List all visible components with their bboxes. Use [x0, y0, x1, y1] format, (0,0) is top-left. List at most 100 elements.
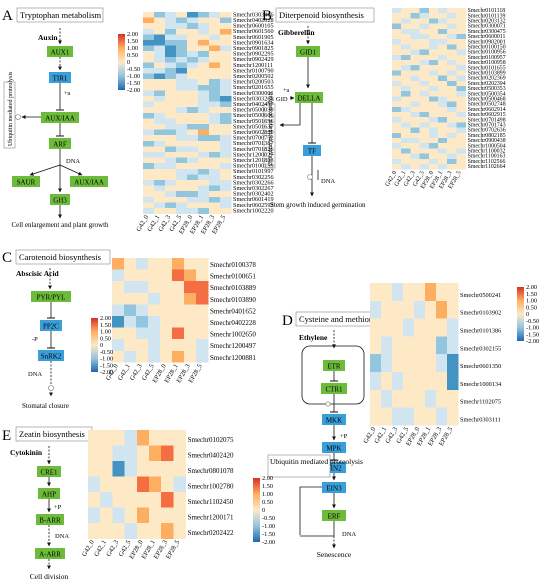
- heatmap-cell: [154, 40, 166, 46]
- heatmap-cell: [124, 281, 137, 294]
- heatmap-cell: [160, 269, 173, 282]
- heatmap-cell: [198, 101, 210, 108]
- heatmap-cell: [173, 492, 186, 508]
- colorbar-c: 2.001.501.000.500-0.50-1.00-1.50-2.00: [91, 315, 113, 376]
- heatmap-cell: [209, 174, 221, 181]
- gene-id-label: Smechr1002780: [188, 483, 234, 491]
- gene-box-arf: [49, 138, 71, 149]
- heatmap-cell: [370, 372, 382, 391]
- heatmap-cell: [220, 68, 232, 74]
- heatmap-cell: [154, 56, 166, 63]
- heatmap-cell: [209, 73, 221, 80]
- heatmap-cell: [401, 13, 411, 19]
- heatmap-cell: [401, 39, 411, 45]
- gene-label-pp2c: PP2C: [43, 323, 59, 331]
- heatmap-cell: [438, 158, 448, 165]
- heatmap-cell: [187, 191, 199, 198]
- heatmap-cell: [220, 140, 232, 147]
- panel-c-hormone: Abscisic Acid: [16, 269, 60, 278]
- heatmap-cell: [209, 34, 221, 41]
- heatmap-cell: [220, 185, 232, 192]
- heatmap-cell: [425, 354, 437, 373]
- heatmap-cell: [209, 40, 221, 46]
- heatmap-cell: [410, 106, 420, 113]
- heatmap-cell: [220, 112, 232, 119]
- heatmap-a: Smechr0303466Smechr0402028Smechr0600105S…: [135, 11, 273, 235]
- heatmap-cell: [447, 132, 457, 139]
- heatmap-cell: [165, 56, 177, 63]
- heatmap-cell: [176, 168, 188, 175]
- heatmap-cell: [428, 70, 439, 76]
- heatmap-cell: [154, 135, 166, 142]
- heatmap-cell: [148, 350, 161, 363]
- heatmap-cell: [428, 112, 439, 118]
- heatmap-cell: [176, 191, 188, 198]
- gene-label-a-arr: A-ARR: [39, 551, 61, 559]
- colorbar-tick-label: 0: [127, 59, 130, 66]
- heatmap-cell: [143, 180, 155, 186]
- heatmap-cell: [428, 28, 439, 35]
- heatmap-cell: [209, 79, 221, 86]
- gene-id-label: Smechr0602592: [233, 202, 274, 209]
- heatmap-cell: [401, 86, 411, 92]
- gene-id-label: Smechr0302267: [233, 185, 274, 192]
- heatmap-cell: [428, 117, 439, 123]
- heatmap-cell: [447, 54, 457, 61]
- heatmap-cell: [447, 80, 457, 87]
- gene-id-label: Smechr0600011: [468, 34, 506, 40]
- heatmap-b: Smechr0101118Smechr0101139Smechr0203132S…: [384, 8, 506, 190]
- heatmap-cell: [392, 283, 404, 302]
- gene-box-tir1: [49, 72, 71, 83]
- heatmap-cell: [136, 445, 150, 462]
- gene-box-a-arr: [35, 548, 65, 559]
- heatmap-cell: [220, 168, 232, 175]
- heatmap-cell: [419, 49, 430, 56]
- gene-id-label: Smechr0902429: [233, 56, 274, 63]
- heatmap-cell: [198, 124, 210, 130]
- heatmap-cell: [428, 60, 439, 66]
- heatmap-cell: [160, 292, 173, 305]
- gene-id-label: Smechr1100032: [468, 148, 506, 154]
- heatmap-cell: [196, 316, 209, 328]
- colorbar-tick-label: 1.50: [100, 322, 111, 329]
- heatmap-cell: [172, 269, 185, 282]
- heatmap-cell: [419, 148, 430, 154]
- heatmap-cell: [161, 461, 174, 477]
- heatmap-cell: [148, 292, 161, 305]
- heatmap-cell: [370, 336, 382, 355]
- gene-id-label: Smechr0100159: [233, 163, 274, 170]
- gene-id-label: Smechr0900438: [468, 138, 506, 144]
- colorbar-tick-label: 1.00: [127, 45, 138, 52]
- panel-a-outcome: Cell enlargement and plant growth: [11, 221, 109, 229]
- heatmap-cell: [172, 316, 185, 328]
- gene-id-label: Smechr0902295: [233, 51, 274, 58]
- heatmap-cell: [209, 135, 221, 142]
- gene-label-erf: ERF: [328, 513, 341, 521]
- heatmap-cell: [425, 407, 437, 426]
- colorbar-tick-label: -0.50: [262, 515, 275, 522]
- heatmap-cell: [112, 350, 125, 363]
- colorbar-tick-label: 0: [262, 507, 265, 514]
- heatmap-cell: [88, 492, 101, 508]
- heatmap-cell: [176, 12, 188, 18]
- heatmap-cell: [165, 112, 177, 119]
- heatmap-cell: [410, 164, 420, 170]
- heatmap-cell: [136, 507, 150, 524]
- heatmap-cell: [187, 124, 199, 130]
- heatmap-cell: [161, 430, 174, 446]
- heatmap-cell: [447, 28, 457, 35]
- gene-box-pyr-pyl: [31, 291, 71, 302]
- gene-id-label: Smechr0100150: [468, 44, 506, 50]
- heatmap-cell: [112, 492, 125, 508]
- gene-id-label: Smechr0402228: [210, 319, 256, 327]
- gene-box-tf: [303, 145, 321, 156]
- heatmap-cell: [154, 68, 166, 74]
- heatmap-cell: [410, 86, 420, 92]
- heatmap-cell: [124, 339, 137, 352]
- heatmap-cell: [143, 191, 155, 198]
- heatmap-cell: [392, 389, 404, 408]
- heatmap-cell: [165, 163, 177, 170]
- gene-id-label: Smechr1000504: [468, 143, 506, 149]
- heatmap-cell: [209, 112, 221, 119]
- heatmap-cell: [112, 316, 125, 328]
